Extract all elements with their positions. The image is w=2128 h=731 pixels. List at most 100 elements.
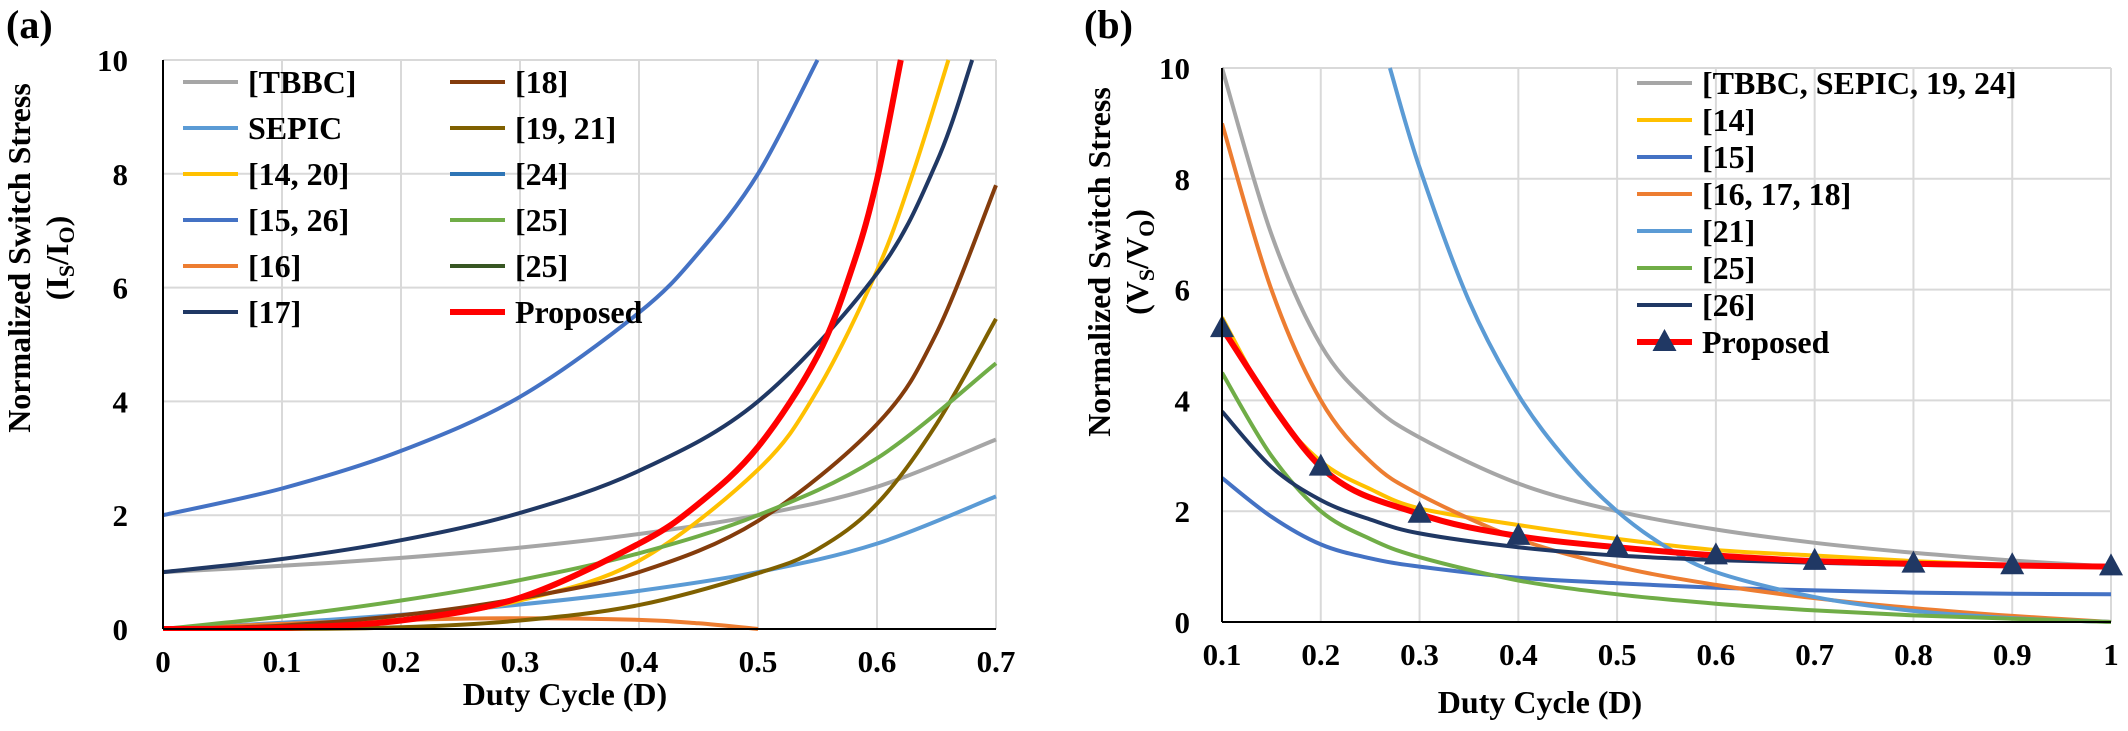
- panel-b-series-line-1: [1222, 316, 2112, 569]
- panel-b-x-tick-label: 0.8: [1894, 637, 1933, 672]
- panel-b-axes: [1221, 68, 2111, 623]
- panel-a-series-line-3: [163, 59, 820, 518]
- legend-label-b-3: [16, 17, 18]: [1702, 176, 1851, 212]
- panel-a-series-line-0: [163, 437, 997, 575]
- panel-a-label: (a): [6, 2, 53, 47]
- svg-text:(VS/VO): (VS/VO): [1119, 209, 1159, 315]
- panel-b-proposed-marker: [2099, 553, 2123, 576]
- panel-b-proposed-marker: [1506, 522, 1531, 545]
- panel-a-y-tick-label: 8: [113, 157, 129, 192]
- panel-a-gridlines: [163, 59, 997, 629]
- panel-b-proposed-marker: [1407, 500, 1432, 523]
- legend-label-a-6: [18]: [515, 64, 568, 100]
- legend-label-b-5: [25]: [1702, 250, 1755, 286]
- ratio-b-den: V: [1119, 237, 1155, 260]
- ratio-a-num-sub: S: [54, 265, 79, 277]
- panel-a-series-line-5: [163, 59, 975, 575]
- ratio-a-den-sub: O: [54, 226, 79, 243]
- legend-label-a-5: [17]: [248, 294, 301, 330]
- panel-b-y-ticks: 0 2 4 6 8 10: [1159, 51, 1190, 640]
- panel-a-y-axis-title: Normalized Switch Stress: [1, 83, 37, 433]
- ratio-a-den: I: [39, 244, 75, 256]
- panel-b-series-line-7: [1222, 326, 2112, 570]
- panel-b-proposed-marker: [1802, 547, 1827, 570]
- panel-b-x-ticks: 0.1 0.2 0.3 0.4 0.5 0.6 0.7 0.8 0.9 1: [1203, 637, 2119, 672]
- ratio-b-den-sub: O: [1134, 220, 1159, 237]
- panel-b-proposed-marker: [1605, 534, 1630, 557]
- panel-b-y-axis-title-ratio: (VS/VO): [1119, 209, 1159, 315]
- panel-a-y-ticks: 0 2 4 6 8 10: [97, 43, 128, 647]
- panel-b-x-tick-label: 0.2: [1301, 637, 1340, 672]
- panel-a-y-tick-label: 4: [113, 384, 129, 419]
- panel-b: (b) 0.1 0.2 0.3 0.4 0.5 0.6 0.7 0.8 0.9 1 0 2 4 6 8 10…: [1081, 2, 2123, 720]
- panel-b-proposed-marker: [1901, 550, 1926, 573]
- legend-label-a-8: [24]: [515, 156, 568, 192]
- panel-a-x-tick-label: 0.7: [977, 644, 1016, 679]
- panel-b-y-tick-label: 0: [1175, 605, 1191, 640]
- legend-label-b-4: [21]: [1702, 213, 1755, 249]
- panel-b-x-axis-title: Duty Cycle (D): [1438, 684, 1642, 720]
- legend-label-b-0: [TBBC, SEPIC, 19, 24]: [1702, 65, 2017, 101]
- legend-label-a-1: SEPIC: [248, 110, 342, 146]
- legend-label-b-1: [14]: [1702, 102, 1755, 138]
- panel-b-x-tick-label: 0.1: [1203, 637, 1242, 672]
- panel-b-series-line-2: [1222, 476, 2112, 597]
- legend-label-a-0: [TBBC]: [248, 64, 356, 100]
- panel-a-x-tick-label: 0.5: [739, 644, 778, 679]
- panel-b-y-tick-label: 4: [1175, 383, 1191, 418]
- panel-b-y-tick-label: 8: [1175, 162, 1191, 197]
- panel-a-series: [163, 59, 998, 631]
- panel-a-series-line-11: [163, 59, 904, 631]
- ratio-b-num: V: [1119, 281, 1155, 304]
- panel-b-y-tick-label: 6: [1175, 273, 1191, 308]
- panel-b-proposed-marker: [1308, 453, 1333, 476]
- panel-a-x-tick-label: 0.6: [858, 644, 897, 679]
- panel-a-series-line-6: [163, 184, 998, 631]
- panel-a-x-ticks: 0 0.1 0.2 0.3 0.4 0.5 0.6 0.7: [155, 644, 1015, 679]
- ratio-a-num: I: [39, 277, 75, 289]
- panel-a-x-tick-label: 0.3: [501, 644, 540, 679]
- panel-a-y-axis-title-ratio: (IS/IO): [39, 216, 79, 300]
- legend-label-a-9: [25]: [515, 202, 568, 238]
- panel-a-x-tick-label: 0: [155, 644, 171, 679]
- ratio-b-num-sub: S: [1134, 269, 1159, 281]
- panel-b-legend: [TBBC, SEPIC, 19, 24][14][15][16, 17, 18…: [1637, 65, 2017, 360]
- legend-label-a-2: [14, 20]: [248, 156, 349, 192]
- legend-label-b-7: Proposed: [1702, 324, 1830, 360]
- panel-b-x-tick-label: 0.7: [1795, 637, 1834, 672]
- panel-a-x-tick-label: 0.2: [382, 644, 421, 679]
- panel-a-x-tick-label: 0.1: [263, 644, 302, 679]
- panel-a-y-tick-label: 10: [97, 43, 128, 78]
- legend-label-a-4: [16]: [248, 248, 301, 284]
- legend-label-b-2: [15]: [1702, 139, 1755, 175]
- panel-b-y-axis-title: Normalized Switch Stress: [1081, 87, 1117, 437]
- panel-a-x-axis-title: Duty Cycle (D): [463, 676, 667, 712]
- panel-a-y-tick-label: 6: [113, 271, 129, 306]
- legend-label-a-10: [25]: [515, 248, 568, 284]
- panel-a-y-tick-label: 2: [113, 498, 129, 533]
- legend-label-a-3: [15, 26]: [248, 202, 349, 238]
- panel-b-x-tick-label: 0.5: [1598, 637, 1637, 672]
- panel-a-legend: [TBBC] SEPIC [14, 20] [15, 26] [16] [17] [18] […: [183, 64, 643, 330]
- panel-a-series-line-7: [163, 317, 998, 631]
- legend-label-a-11: Proposed: [515, 294, 643, 330]
- panel-a-series-line-1: [163, 494, 997, 631]
- panel-b-series: [1210, 67, 2123, 624]
- legend-marker-b-7: [1652, 329, 1677, 351]
- panel-b-series-line-5: [1222, 371, 2112, 624]
- panel-b-proposed-marker: [1703, 542, 1728, 565]
- panel-b-x-tick-label: 0.6: [1697, 637, 1736, 672]
- panel-a-x-tick-label: 0.4: [620, 644, 659, 679]
- panel-a: (a) 0 0.1 0.2 0.3 0.4 0.5 0.6 0.7 0 2 4 6 8 10 Duty …: [1, 2, 1015, 712]
- panel-a-y-axis-title-main: Normalized Switch Stress: [1, 83, 37, 433]
- legend-label-b-6: [26]: [1702, 287, 1755, 323]
- panel-b-y-tick-label: 10: [1159, 51, 1190, 86]
- panel-b-x-tick-label: 0.3: [1400, 637, 1439, 672]
- panel-b-series-line-4: [1387, 67, 2112, 624]
- panel-a-axes: [162, 60, 996, 630]
- panel-b-proposed-marker: [2000, 552, 2025, 575]
- panel-b-x-tick-label: 0.9: [1993, 637, 2032, 672]
- svg-text:(IS/IO): (IS/IO): [39, 216, 79, 300]
- panel-b-x-tick-label: 1: [2103, 637, 2119, 672]
